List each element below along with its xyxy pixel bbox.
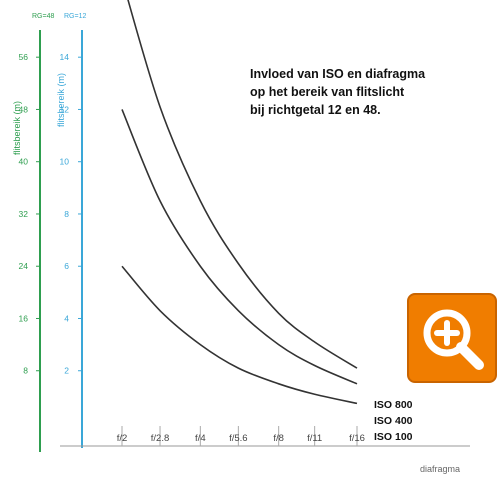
series-label: ISO 800 <box>374 399 413 411</box>
x-axis: f/2 f/2.8 f/4 f/5.6 f/8 f/11 f/16 diafragma <box>60 426 470 474</box>
title-line: Invloed van ISO en diafragma <box>250 67 426 81</box>
x-axis-tick-label: f/16 <box>349 433 365 444</box>
left-axis-header: RG=48 <box>32 13 54 20</box>
left-axis-tick-label: 32 <box>19 209 29 219</box>
left-axis-tick-label: 48 <box>19 104 29 114</box>
left-axis-tick-label: 40 <box>19 157 29 167</box>
right-axis-label: flitsbereik (m) <box>56 73 66 127</box>
series-labels: ISO 800 ISO 400 ISO 100 <box>374 399 413 443</box>
left-axis-tick-label: 56 <box>19 52 29 62</box>
x-axis-tick-label: f/8 <box>273 433 284 444</box>
left-axis-label: flitsbereik (m) <box>12 101 22 155</box>
right-axis-tick-label: 8 <box>64 209 69 219</box>
right-axis-header: RG=12 <box>64 13 86 20</box>
right-axis-tick-label: 10 <box>60 157 70 167</box>
right-axis-tick-label: 2 <box>64 366 69 376</box>
left-axis: RG=48 flitsbereik (m) 8 16 24 32 40 48 56 <box>12 13 54 452</box>
right-axis-tick-label: 12 <box>60 104 70 114</box>
zoom-in-icon <box>423 309 484 370</box>
x-axis-tick-label: f/5.6 <box>229 433 248 444</box>
right-axis-tick-label: 14 <box>60 52 70 62</box>
right-axis-tick-label: 4 <box>64 313 69 323</box>
series-line-1 <box>121 109 358 385</box>
series-label: ISO 100 <box>374 431 413 443</box>
title-line: op het bereik van flitslicht <box>250 85 405 99</box>
left-axis-tick-label: 16 <box>19 313 29 323</box>
zoom-button[interactable] <box>407 293 497 383</box>
left-axis-tick-label: 24 <box>19 261 29 271</box>
left-axis-tick-label: 8 <box>23 366 28 376</box>
series-line-0 <box>127 0 358 369</box>
x-axis-label: diafragma <box>420 464 460 474</box>
x-axis-tick-label: f/4 <box>195 433 206 444</box>
x-axis-tick-label: f/2.8 <box>151 433 170 444</box>
x-axis-tick-label: f/2 <box>117 433 128 444</box>
title-line: bij richtgetal 12 en 48. <box>250 103 381 117</box>
right-axis: RG=12 flitsbereik (m) 2 4 6 8 10 12 14 <box>56 13 86 448</box>
series-label: ISO 400 <box>374 415 413 427</box>
right-axis-tick-label: 6 <box>64 261 69 271</box>
series-lines <box>121 0 358 405</box>
x-axis-tick-label: f/11 <box>307 433 322 444</box>
chart-title: Invloed van ISO en diafragma op het berei… <box>250 67 426 117</box>
series-line-2 <box>121 265 358 405</box>
